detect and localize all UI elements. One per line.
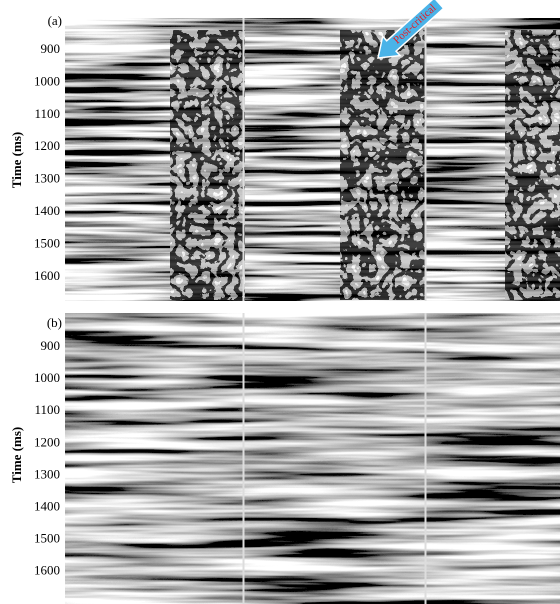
y-tick-label: 1400 (34, 498, 60, 513)
seismic-panel-a (65, 18, 560, 301)
y-tick-label: 1200 (34, 138, 60, 153)
y-tick-label: 1400 (34, 203, 60, 218)
y-tick-label: 900 (41, 338, 61, 353)
y-tick-label: 1600 (34, 563, 60, 578)
y-tick-label: 1000 (34, 370, 60, 385)
panel-label: (b) (47, 315, 62, 330)
seismic-panel-b (65, 313, 560, 604)
y-tick-label: 1100 (34, 402, 60, 417)
y-tick-label: 1200 (34, 434, 60, 449)
y-tick-label: 1500 (34, 235, 60, 250)
y-axis-label: Time (ms) (9, 427, 24, 483)
y-tick-label: 1100 (34, 106, 60, 121)
y-tick-label: 1500 (34, 531, 60, 546)
y-tick-label: 900 (41, 41, 61, 56)
y-tick-label: 1300 (34, 171, 60, 186)
panel-label: (a) (48, 13, 62, 28)
y-tick-label: 1000 (34, 73, 60, 88)
y-tick-label: 1600 (34, 268, 60, 283)
figure: Post-critical (a)Time (ms)90010001100120… (0, 0, 560, 604)
y-tick-label: 1300 (34, 466, 60, 481)
y-axis-label: Time (ms) (9, 132, 24, 188)
